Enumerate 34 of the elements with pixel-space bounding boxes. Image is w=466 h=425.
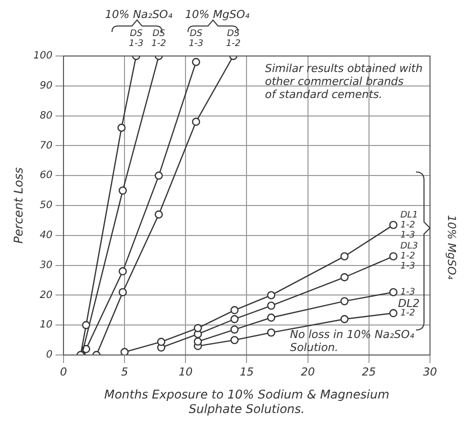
y-tick-label: 50 xyxy=(40,200,52,212)
y-tick-label: 60 xyxy=(40,170,52,182)
x-axis-title: Months Exposure to 10% Sodium & Magnesium Sulphate Solutions. xyxy=(104,388,390,416)
y-tick-label: 40 xyxy=(40,230,52,241)
x-tick-label: 15 xyxy=(240,365,254,378)
annotation: Similar results obtained with other commercial brands of standard cements. xyxy=(265,62,423,102)
x-tick-label: 5 xyxy=(121,365,128,378)
y-tick-label: 70 xyxy=(40,140,52,152)
text: 10% MgSO₄ xyxy=(185,8,250,22)
text: 10% Na₂SO₄ xyxy=(105,8,172,22)
y-tick-label: 20 xyxy=(40,290,52,301)
x-tick-label: 30 xyxy=(423,365,437,378)
annotation: No loss in 10% Na₂SO₄ Solution. xyxy=(290,328,414,354)
annotation: DS 1-2 xyxy=(151,28,166,49)
x-tick-label: 0 xyxy=(60,365,67,378)
x-tick-label: 25 xyxy=(362,365,376,378)
annotation: DS 1-3 xyxy=(128,28,144,49)
y-tick-label: 80 xyxy=(40,110,52,122)
y-tick-label: 90 xyxy=(40,80,52,92)
x-tick-label: 10 xyxy=(178,365,193,378)
text: 10% MgSO₄ xyxy=(444,215,458,280)
annotation: DS 1-2 xyxy=(226,28,241,49)
y-tick-label: 10 xyxy=(40,320,52,331)
annotation: DL1 1-2 1-3 xyxy=(400,210,418,240)
y-tick-label: 30 xyxy=(40,260,52,271)
y-tick-label: 100 xyxy=(33,50,52,62)
annotation: DS 1-3 xyxy=(188,28,204,49)
annotation: 1-2 xyxy=(400,308,416,318)
x-tick-label: 20 xyxy=(300,365,315,378)
annotation: 1-3 xyxy=(400,288,416,298)
y-axis-title: Percent Loss xyxy=(11,167,26,244)
y-tick-label: 0 xyxy=(46,350,52,361)
annotation: DL2 xyxy=(398,297,420,310)
annotation: DL3 1-2 1-3 xyxy=(400,242,418,272)
